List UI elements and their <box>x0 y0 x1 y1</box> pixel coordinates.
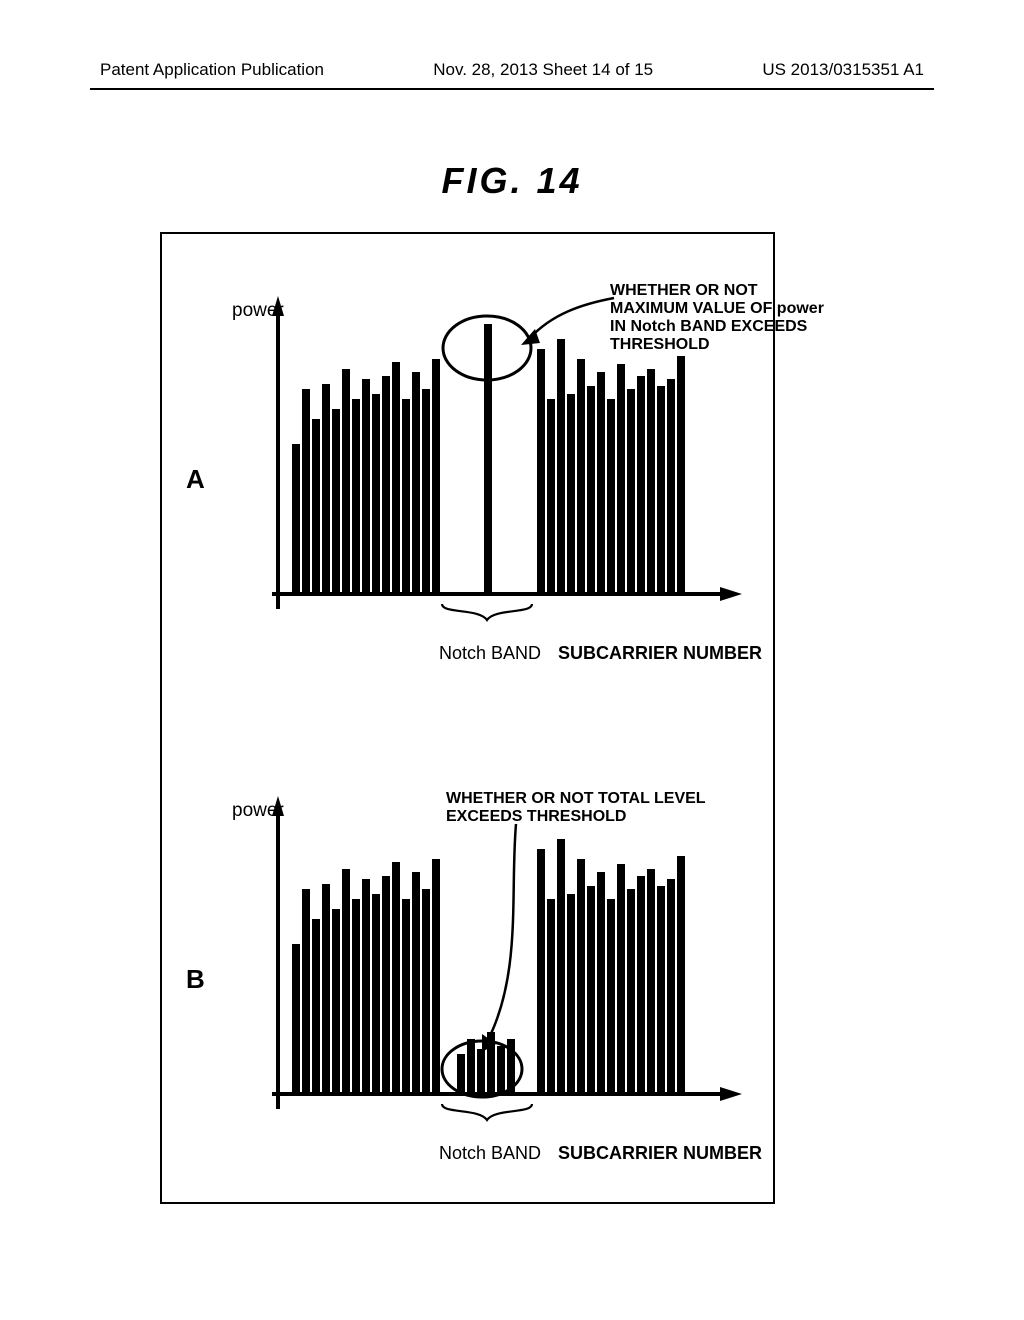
bar <box>302 889 310 1094</box>
bar <box>422 389 430 594</box>
panel-b: B power SUBCARRIER NUMBER Notch BAND WHE… <box>162 754 773 1184</box>
bar <box>637 376 645 594</box>
bar <box>292 944 300 1094</box>
bar <box>627 889 635 1094</box>
x-arrow-icon <box>720 1087 742 1101</box>
header-rule <box>90 88 934 90</box>
bar <box>587 386 595 594</box>
bar <box>477 1049 485 1094</box>
bar <box>537 849 545 1094</box>
bar <box>362 879 370 1094</box>
bar <box>312 919 320 1094</box>
bar <box>332 409 340 594</box>
bar <box>432 859 440 1094</box>
bar <box>402 399 410 594</box>
panel-a-leader-line <box>530 298 614 338</box>
bar <box>557 839 565 1094</box>
bar <box>342 869 350 1094</box>
bar <box>667 879 675 1094</box>
panel-b-annotation: WHETHER OR NOT TOTAL LEVEL EXCEEDS THRES… <box>446 790 706 826</box>
bar <box>467 1039 475 1094</box>
header-left: Patent Application Publication <box>100 60 324 80</box>
figure-frame: A power SUBCARRIER NUMBER No <box>160 232 775 1204</box>
bar <box>362 379 370 594</box>
bar <box>667 379 675 594</box>
bar <box>607 399 615 594</box>
bar <box>627 389 635 594</box>
page-header: Patent Application Publication Nov. 28, … <box>0 60 1024 80</box>
bar <box>292 444 300 594</box>
bar <box>577 359 585 594</box>
panel-b-y-label: power <box>232 800 284 822</box>
header-center: Nov. 28, 2013 Sheet 14 of 15 <box>433 60 653 80</box>
figure-title: FIG. 14 <box>0 160 1024 202</box>
bar <box>607 899 615 1094</box>
bar <box>382 376 390 594</box>
bar <box>637 876 645 1094</box>
bar <box>352 899 360 1094</box>
bar <box>657 886 665 1094</box>
panel-b-brace <box>442 1104 532 1120</box>
bar <box>342 369 350 594</box>
bar <box>547 899 555 1094</box>
bar <box>567 394 575 594</box>
panel-b-chart: power SUBCARRIER NUMBER Notch BAND WHETH… <box>272 794 752 1134</box>
bar <box>647 869 655 1094</box>
bar <box>312 419 320 594</box>
bar <box>412 372 420 594</box>
panel-a-brace <box>442 604 532 620</box>
bar <box>302 389 310 594</box>
bar <box>382 876 390 1094</box>
bar <box>497 1046 505 1094</box>
bar <box>432 359 440 594</box>
panel-a-y-label: power <box>232 300 284 322</box>
panel-b-x-label: SUBCARRIER NUMBER <box>558 1143 762 1164</box>
bar <box>484 324 492 594</box>
x-arrow-icon <box>720 587 742 601</box>
bar <box>322 884 330 1094</box>
panel-a-label: A <box>186 464 205 495</box>
bar <box>422 889 430 1094</box>
bar <box>657 386 665 594</box>
bar <box>557 339 565 594</box>
panel-a-x-label: SUBCARRIER NUMBER <box>558 643 762 664</box>
bar <box>372 394 380 594</box>
panel-a-annotation: WHETHER OR NOT MAXIMUM VALUE OF power IN… <box>610 282 824 354</box>
bar <box>597 372 605 594</box>
bar <box>332 909 340 1094</box>
panel-b-bars <box>292 839 685 1094</box>
bar <box>372 894 380 1094</box>
panel-b-svg <box>272 794 752 1134</box>
bar <box>392 362 400 594</box>
bar <box>322 384 330 594</box>
bar <box>677 856 685 1094</box>
panel-a-bars <box>292 324 685 594</box>
bar <box>677 356 685 594</box>
bar <box>617 364 625 594</box>
bar <box>647 369 655 594</box>
bar <box>567 894 575 1094</box>
panel-a-notch-label: Notch BAND <box>439 643 541 664</box>
bar <box>412 872 420 1094</box>
bar <box>392 862 400 1094</box>
panel-b-label: B <box>186 964 205 995</box>
bar <box>402 899 410 1094</box>
panel-b-leader-line <box>487 824 516 1042</box>
panel-a: A power SUBCARRIER NUMBER No <box>162 254 773 684</box>
bar <box>617 864 625 1094</box>
bar <box>597 872 605 1094</box>
bar <box>537 349 545 594</box>
bar <box>457 1054 465 1094</box>
header-right: US 2013/0315351 A1 <box>762 60 924 80</box>
panel-a-chart: power SUBCARRIER NUMBER Notch BAND <box>272 294 752 634</box>
bar <box>587 886 595 1094</box>
bar <box>577 859 585 1094</box>
panel-b-notch-label: Notch BAND <box>439 1143 541 1164</box>
bar <box>352 399 360 594</box>
bar <box>547 399 555 594</box>
